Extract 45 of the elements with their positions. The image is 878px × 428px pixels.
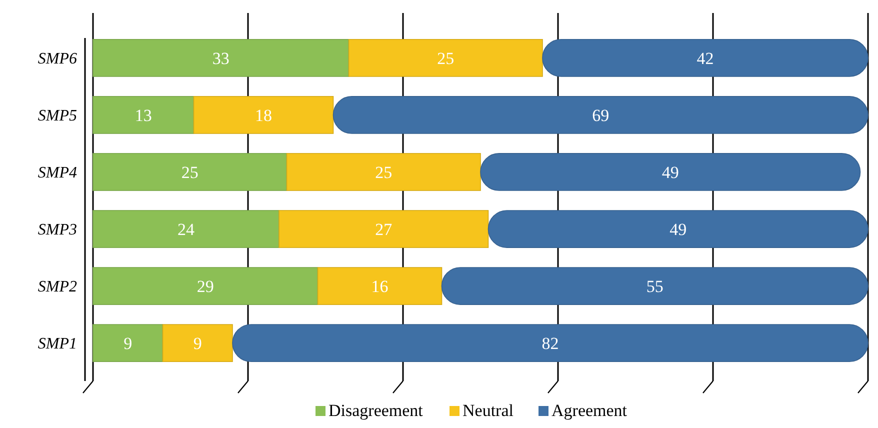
- data-label: 33: [212, 48, 230, 68]
- y-tick-label: SMP3: [38, 222, 77, 239]
- data-label: 25: [181, 162, 198, 182]
- bar: [92, 324, 164, 362]
- bar: [317, 267, 442, 305]
- data-label: 18: [255, 106, 272, 125]
- bar: [488, 210, 868, 248]
- bar: [92, 153, 288, 191]
- data-label: 9: [124, 334, 132, 354]
- data-label: 42: [696, 48, 714, 68]
- data-label: 55: [646, 276, 664, 296]
- y-tick-label: SMP5: [38, 108, 77, 125]
- data-label: 25: [437, 48, 454, 68]
- data-label: 9: [193, 334, 202, 354]
- bar: [286, 153, 481, 191]
- data-label: 49: [670, 220, 687, 239]
- data-label: 29: [196, 276, 214, 296]
- y-tick-label: SMP2: [38, 278, 77, 296]
- data-label: 24: [178, 220, 195, 239]
- bar: [92, 267, 318, 305]
- y-tick-label: SMP1: [38, 336, 77, 353]
- data-label: 49: [662, 162, 679, 182]
- data-label: 82: [542, 334, 559, 354]
- bar: [542, 39, 868, 77]
- bar: [193, 96, 334, 134]
- y-tick-label: SMP4: [38, 164, 77, 182]
- bar: [92, 96, 194, 134]
- bar: [92, 39, 350, 77]
- legend-label: Disagreement: [328, 401, 424, 420]
- bar: [348, 39, 543, 77]
- data-label: 69: [592, 106, 610, 125]
- bar: [278, 210, 489, 248]
- legend-label: Neutral: [462, 401, 514, 420]
- bar: [232, 324, 868, 362]
- bar: [332, 96, 868, 134]
- bar: [92, 210, 280, 248]
- bar: [441, 267, 868, 305]
- legend-label: Agreement: [552, 401, 628, 420]
- data-label: 13: [134, 106, 152, 125]
- bar: [480, 153, 861, 191]
- y-tick-label: SMP6: [38, 50, 77, 68]
- bar: [162, 324, 233, 362]
- data-label: 27: [375, 220, 393, 239]
- data-label: 16: [371, 276, 388, 296]
- data-label: 25: [375, 162, 392, 182]
